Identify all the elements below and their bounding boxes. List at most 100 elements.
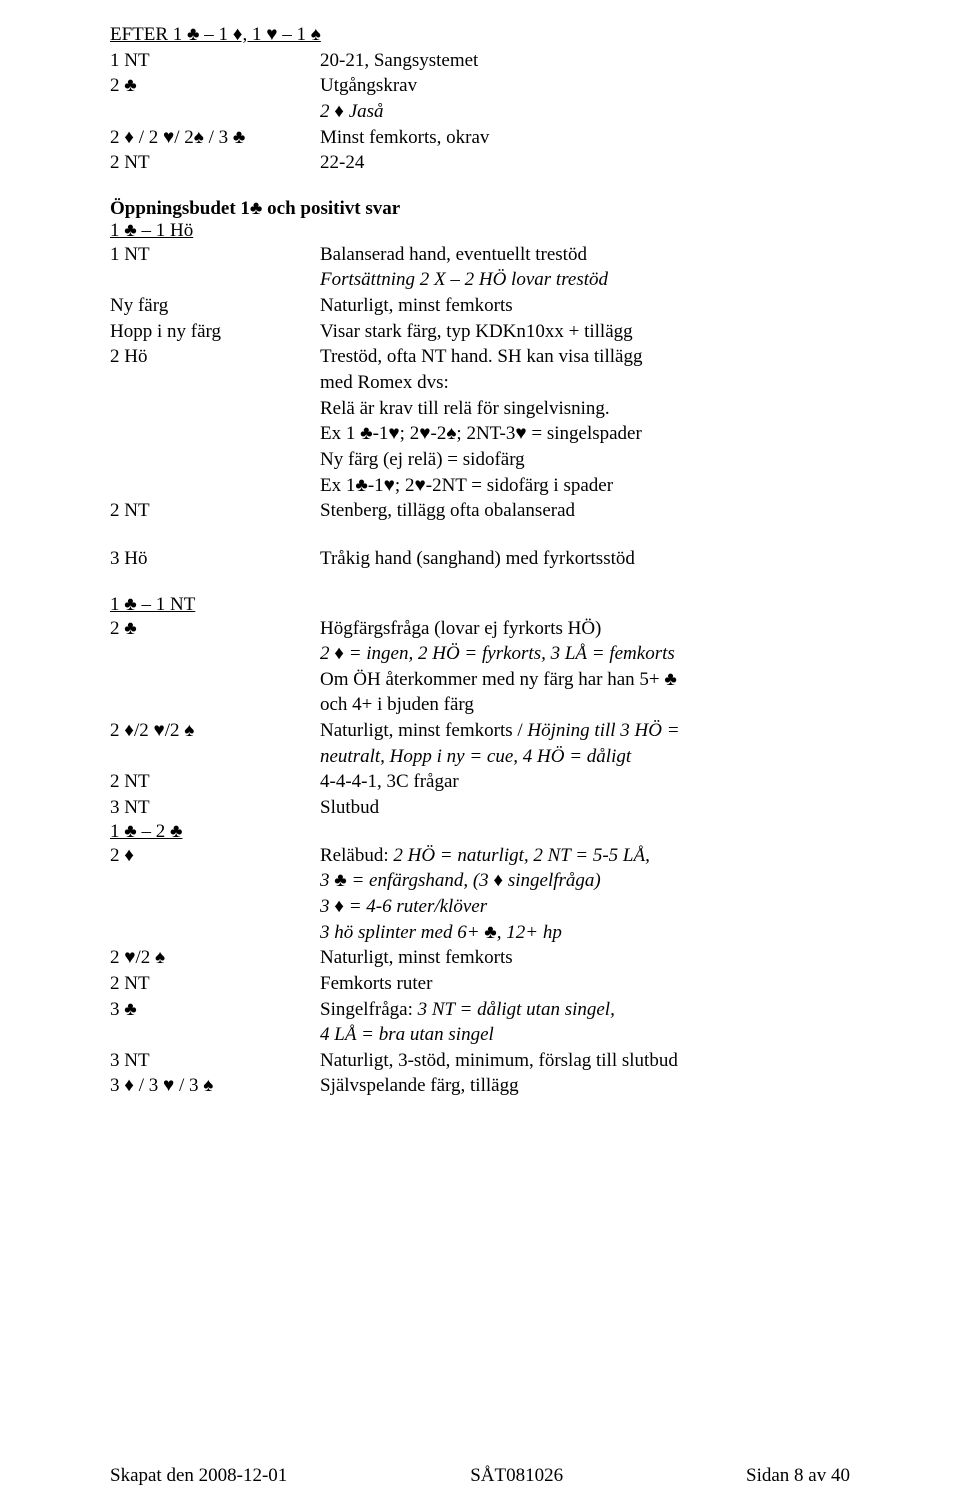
desc-part: Höjning till 3 HÖ =: [527, 720, 679, 741]
bid: 2 ♦/2 ♥/2 ♠: [110, 718, 320, 744]
desc: Naturligt, minst femkorts / Höjning till…: [320, 718, 850, 744]
desc: Naturligt, minst femkorts: [320, 293, 850, 319]
row: Ex 1 ♣-1♥; 2♥-2♠; 2NT-3♥ = singelspader: [110, 421, 850, 447]
desc: Ex 1♣-1♥; 2♥-2NT = sidofärg i spader: [320, 473, 850, 499]
desc: Slutbud: [320, 795, 850, 821]
bid: 1 NT: [110, 242, 320, 268]
row: 2 ♣ Högfärgsfråga (lovar ej fyrkorts HÖ): [110, 616, 850, 642]
row: 2 ♦/2 ♥/2 ♠ Naturligt, minst femkorts / …: [110, 718, 850, 744]
footer-left: Skapat den 2008-12-01: [110, 1465, 287, 1487]
bid: 3 ♣: [110, 997, 320, 1023]
block-1: 1 NT 20-21, Sangsystemet 2 ♣ Utgångskrav…: [110, 48, 850, 176]
bid: 2 NT: [110, 971, 320, 997]
desc: Naturligt, minst femkorts: [320, 945, 850, 971]
desc: med Romex dvs:: [320, 370, 850, 396]
bid: 3 NT: [110, 1048, 320, 1074]
row: 2 Hö Trestöd, ofta NT hand. SH kan visa …: [110, 344, 850, 370]
footer-center: SÅT081026: [470, 1465, 563, 1487]
section-sub: 1 ♣ – 1 NT: [110, 594, 850, 616]
block-2b: 3 Hö Tråkig hand (sanghand) med fyrkorts…: [110, 546, 850, 572]
bid: 3 NT: [110, 795, 320, 821]
section-heading: Öppningsbudet 1♣ och positivt svar: [110, 198, 850, 220]
bid: 2 ♦ / 2 ♥/ 2♠ / 3 ♣: [110, 125, 320, 151]
footer-right: Sidan 8 av 40: [746, 1465, 850, 1487]
row: 3 hö splinter med 6+ ♣, 12+ hp: [110, 920, 850, 946]
row: 2 NT 22-24: [110, 150, 850, 176]
row: 1 NT 20-21, Sangsystemet: [110, 48, 850, 74]
bid: 2 Hö: [110, 344, 320, 370]
desc: Stenberg, tillägg ofta obalanserad: [320, 498, 850, 524]
desc: Tråkig hand (sanghand) med fyrkortsstöd: [320, 546, 850, 572]
bid: 3 ♦ / 3 ♥ / 3 ♠: [110, 1073, 320, 1099]
bid: 2 NT: [110, 769, 320, 795]
section-sub-text: 1 ♣ – 1 NT: [110, 594, 195, 615]
desc-part: 2 HÖ = naturligt, 2 NT = 5-5 LÅ,: [393, 845, 650, 866]
section-sub-text: 1 ♣ – 1 Hö: [110, 220, 193, 241]
row: Ny färg (ej relä) = sidofärg: [110, 447, 850, 473]
row: Om ÖH återkommer med ny färg har han 5+ …: [110, 667, 850, 693]
row: neutralt, Hopp i ny = cue, 4 HÖ = dåligt: [110, 744, 850, 770]
block-4: 2 ♦ Reläbud: 2 HÖ = naturligt, 2 NT = 5-…: [110, 843, 850, 1099]
bid: 1 NT: [110, 48, 320, 74]
desc: 3 hö splinter med 6+ ♣, 12+ hp: [320, 920, 850, 946]
desc: Balanserad hand, eventuellt trestöd: [320, 242, 850, 268]
row: 2 NT 4-4-4-1, 3C frågar: [110, 769, 850, 795]
desc: Trestöd, ofta NT hand. SH kan visa tillä…: [320, 344, 850, 370]
bid: 2 ♥/2 ♠: [110, 945, 320, 971]
row: Fortsättning 2 X – 2 HÖ lovar trestöd: [110, 267, 850, 293]
section-sub: 1 ♣ – 1 Hö: [110, 220, 850, 242]
bid: 2 ♦: [110, 843, 320, 869]
row: Relä är krav till relä för singelvisning…: [110, 396, 850, 422]
row: 2 NT Femkorts ruter: [110, 971, 850, 997]
desc: 4-4-4-1, 3C frågar: [320, 769, 850, 795]
desc-part: 3 NT = dåligt utan singel,: [418, 999, 615, 1020]
desc: Naturligt, 3-stöd, minimum, förslag till…: [320, 1048, 850, 1074]
desc: Singelfråga: 3 NT = dåligt utan singel,: [320, 997, 850, 1023]
desc: Självspelande färg, tillägg: [320, 1073, 850, 1099]
desc: och 4+ i bjuden färg: [320, 692, 850, 718]
desc: Reläbud: 2 HÖ = naturligt, 2 NT = 5-5 LÅ…: [320, 843, 850, 869]
desc: Ex 1 ♣-1♥; 2♥-2♠; 2NT-3♥ = singelspader: [320, 421, 850, 447]
desc: 20-21, Sangsystemet: [320, 48, 850, 74]
header-title: EFTER 1 ♣ – 1 ♦, 1 ♥ – 1 ♠: [110, 22, 850, 48]
desc: 3 ♣ = enfärgshand, (3 ♦ singelfråga): [320, 868, 850, 894]
row: 2 ♥/2 ♠ Naturligt, minst femkorts: [110, 945, 850, 971]
desc: 2 ♦ Jaså: [320, 99, 850, 125]
row: 3 ♦ / 3 ♥ / 3 ♠ Självspelande färg, till…: [110, 1073, 850, 1099]
gap: [110, 176, 850, 198]
bid: 2 NT: [110, 150, 320, 176]
desc: Minst femkorts, okrav: [320, 125, 850, 151]
block-3: 2 ♣ Högfärgsfråga (lovar ej fyrkorts HÖ)…: [110, 616, 850, 821]
desc: Högfärgsfråga (lovar ej fyrkorts HÖ): [320, 616, 850, 642]
row: Ny färg Naturligt, minst femkorts: [110, 293, 850, 319]
section-sub-text: 1 ♣ – 2 ♣: [110, 821, 182, 842]
desc: Relä är krav till relä för singelvisning…: [320, 396, 850, 422]
row: 3 Hö Tråkig hand (sanghand) med fyrkorts…: [110, 546, 850, 572]
desc: Om ÖH återkommer med ny färg har han 5+ …: [320, 667, 850, 693]
bid: 3 Hö: [110, 546, 320, 572]
desc: Ny färg (ej relä) = sidofärg: [320, 447, 850, 473]
row: 3 NT Slutbud: [110, 795, 850, 821]
row: Hopp i ny färg Visar stark färg, typ KDK…: [110, 319, 850, 345]
row: med Romex dvs:: [110, 370, 850, 396]
desc: neutralt, Hopp i ny = cue, 4 HÖ = dåligt: [320, 744, 850, 770]
bid: Ny färg: [110, 293, 320, 319]
block-2a: 1 NT Balanserad hand, eventuellt trestöd…: [110, 242, 850, 524]
row: 4 LÅ = bra utan singel: [110, 1022, 850, 1048]
header-title-text: EFTER 1 ♣ – 1 ♦, 1 ♥ – 1 ♠: [110, 22, 321, 48]
row: 2 ♦ / 2 ♥/ 2♠ / 3 ♣ Minst femkorts, okra…: [110, 125, 850, 151]
row: 2 NT Stenberg, tillägg ofta obalanserad: [110, 498, 850, 524]
row: 2 ♣ Utgångskrav: [110, 73, 850, 99]
footer: Skapat den 2008-12-01 SÅT081026 Sidan 8 …: [110, 1465, 850, 1487]
page: EFTER 1 ♣ – 1 ♦, 1 ♥ – 1 ♠ 1 NT 20-21, S…: [0, 0, 960, 1509]
desc-part: Singelfråga:: [320, 999, 418, 1020]
desc: 22-24: [320, 150, 850, 176]
bid: 2 ♣: [110, 616, 320, 642]
desc: 4 LÅ = bra utan singel: [320, 1022, 850, 1048]
row: 2 ♦ Jaså: [110, 99, 850, 125]
bid: 2 NT: [110, 498, 320, 524]
gap: [110, 572, 850, 594]
row: 3 ♣ = enfärgshand, (3 ♦ singelfråga): [110, 868, 850, 894]
desc: Fortsättning 2 X – 2 HÖ lovar trestöd: [320, 267, 850, 293]
bid: Hopp i ny färg: [110, 319, 320, 345]
